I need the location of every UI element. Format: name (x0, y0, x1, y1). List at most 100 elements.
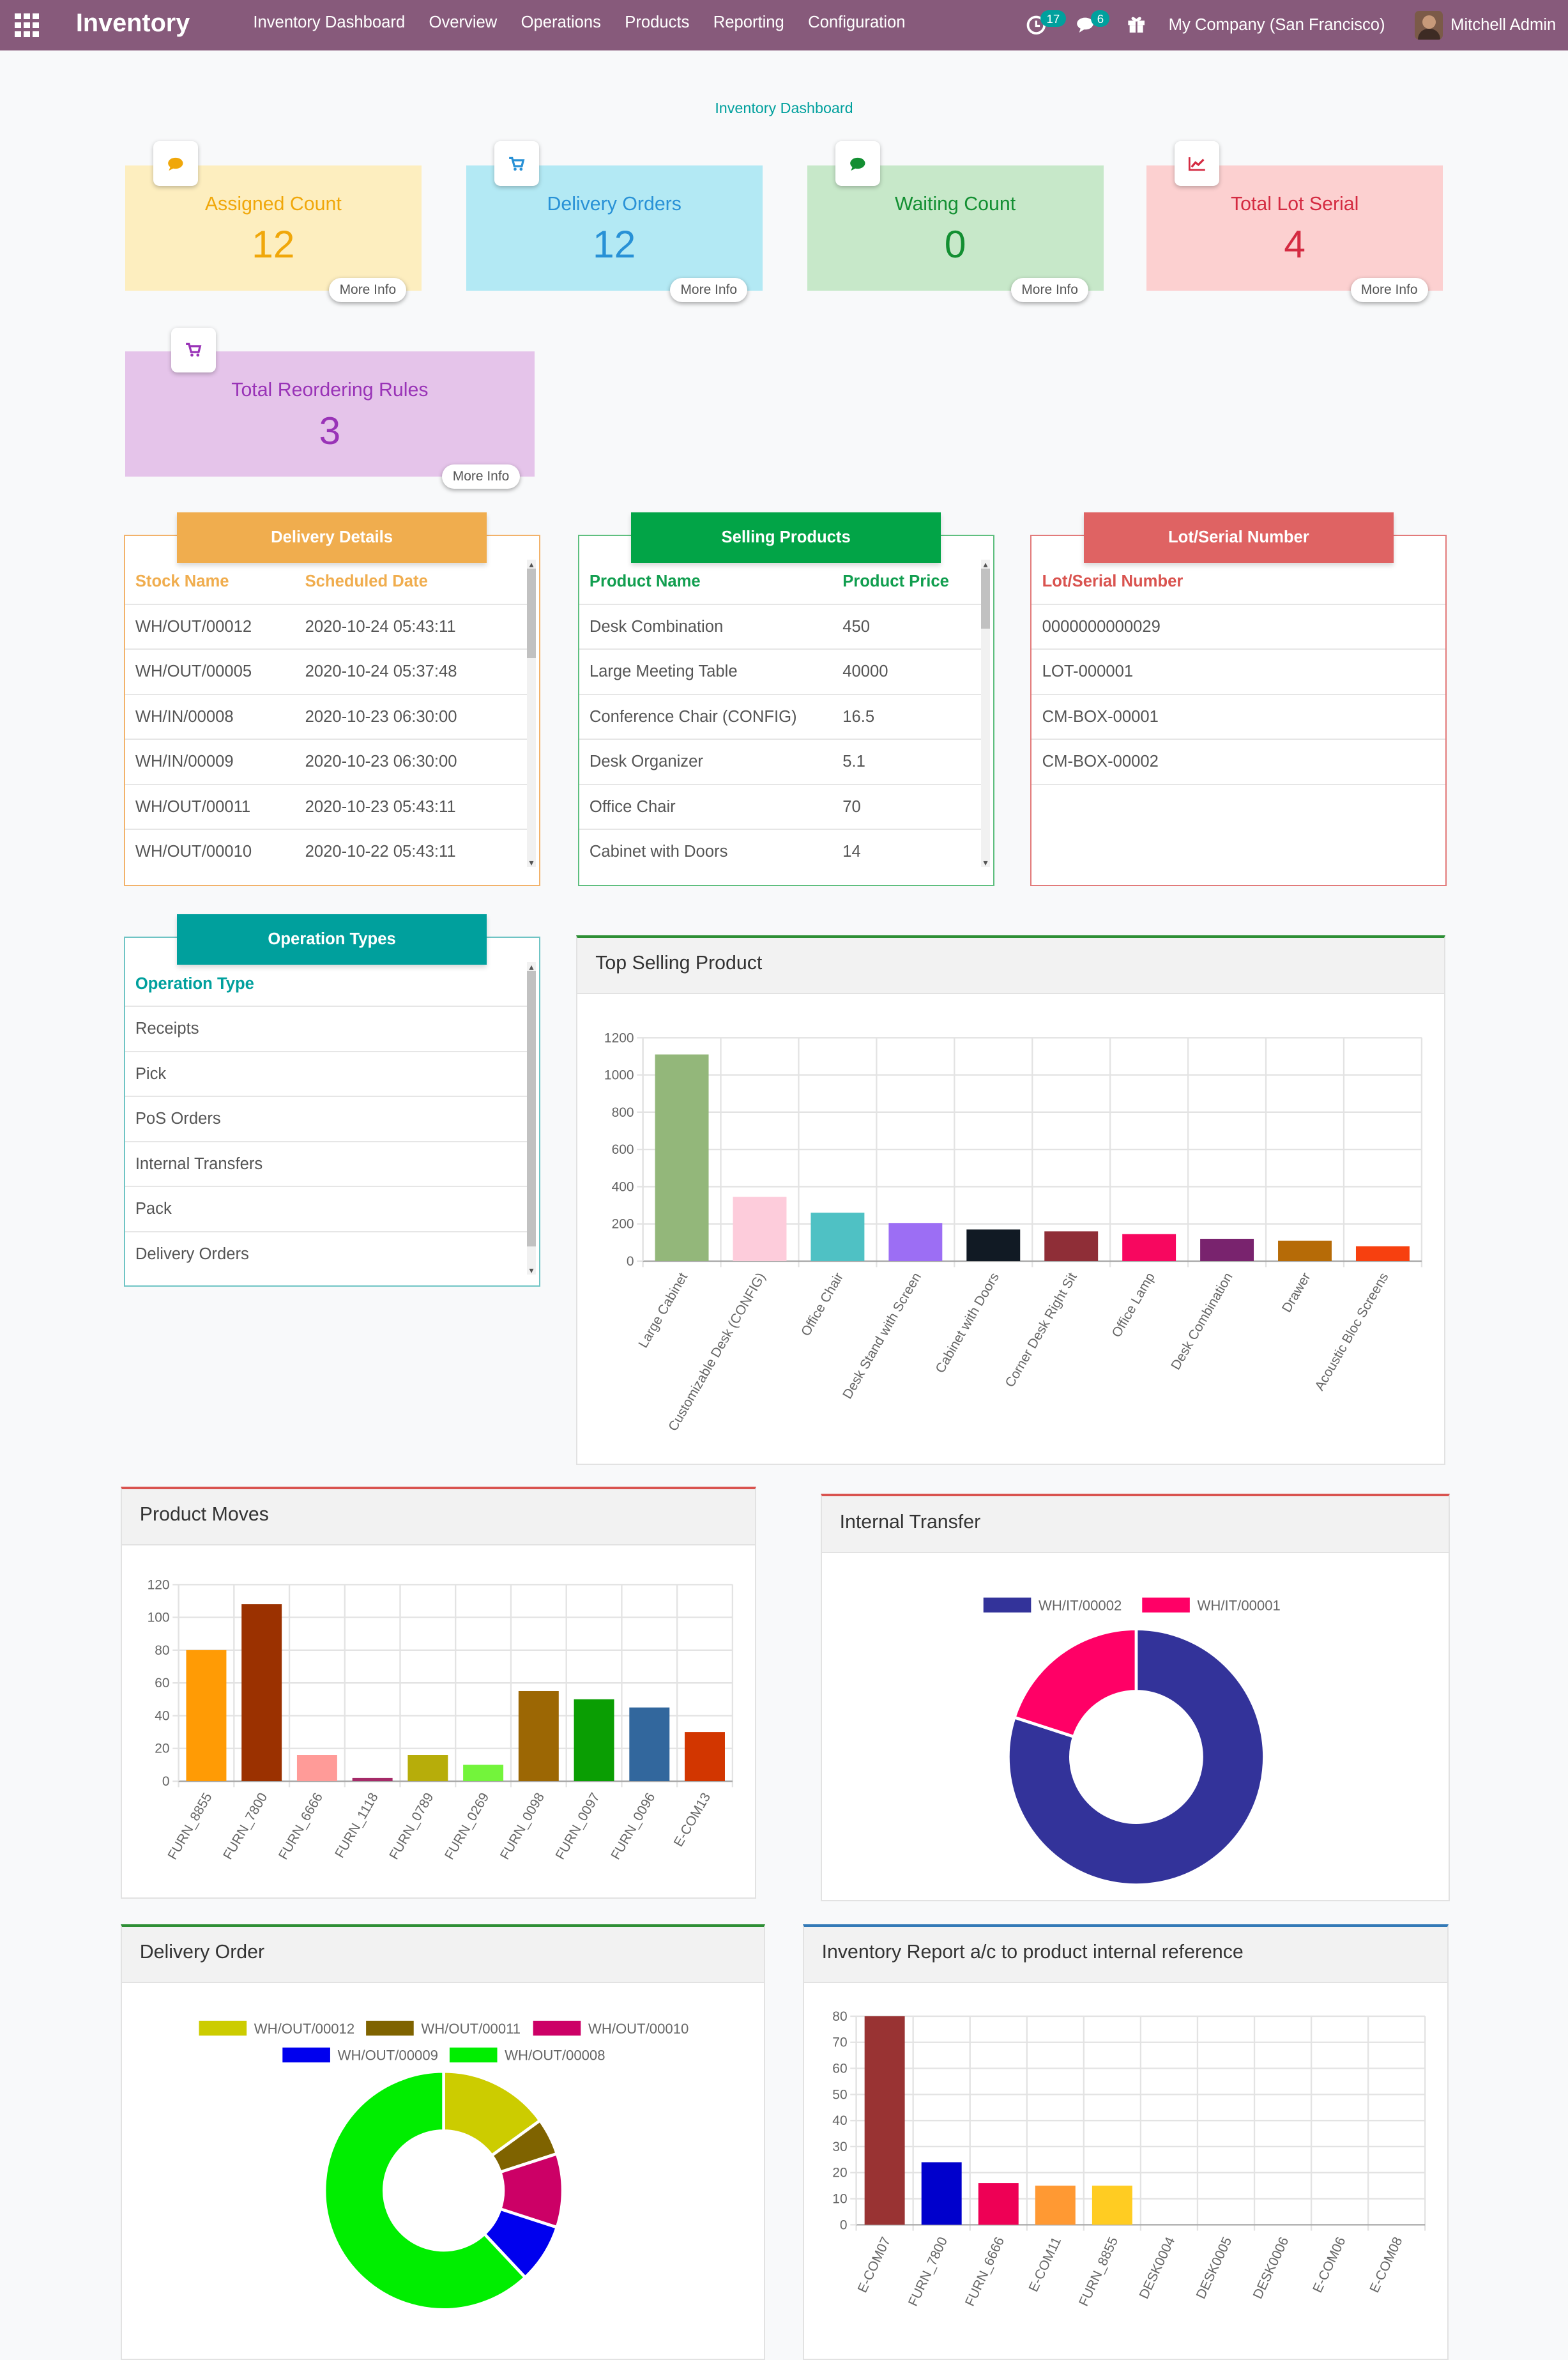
bar (407, 1754, 448, 1781)
scroll-up-arrow[interactable]: ▴ (529, 559, 534, 570)
more-info-button[interactable]: More Info (329, 278, 407, 303)
legend-label: WH/OUT/00012 (254, 2021, 354, 2037)
table-row[interactable]: Large Meeting Table 40000 (579, 650, 982, 695)
menu-operations[interactable]: Operations (521, 13, 601, 31)
column-header-product-name: Product Name (589, 572, 701, 591)
scroll-thumb[interactable] (981, 569, 991, 629)
column-header-operation-type: Operation Type (135, 974, 254, 993)
bar (629, 1707, 670, 1781)
table-row[interactable]: Cabinet with Doors 14 (579, 830, 981, 874)
y-tick-label: 800 (612, 1105, 634, 1120)
x-tick-label: E-COM08 (1367, 2235, 1405, 2295)
menu-products[interactable]: Products (625, 13, 690, 31)
product-name-cell: Office Chair (589, 797, 676, 816)
selling-products-table: Product Name Product Price Desk Combinat… (579, 560, 982, 874)
x-tick-label: Office Lamp (1109, 1270, 1158, 1340)
y-tick-label: 40 (155, 1708, 169, 1723)
table-row[interactable]: CM-BOX-00002 (1031, 740, 1446, 785)
legend-label: WH/IT/00001 (1197, 1598, 1280, 1614)
company-switcher[interactable]: My Company (San Francisco) (1168, 16, 1385, 34)
table-row[interactable]: WH/OUT/00010 2020-10-22 05:43:11 (125, 830, 527, 874)
y-tick-label: 40 (832, 2113, 847, 2128)
activities-button[interactable]: 17 (1026, 10, 1066, 37)
y-tick-label: 1000 (604, 1068, 634, 1083)
x-tick-label: FURN_6666 (963, 2235, 1007, 2308)
table-row[interactable]: Pack (125, 1187, 527, 1232)
x-tick-label: FURN_0269 (442, 1790, 492, 1862)
table-row[interactable]: WH/IN/00008 2020-10-23 06:30:00 (125, 695, 527, 740)
scroll-down-arrow[interactable]: ▾ (983, 857, 988, 868)
more-info-button[interactable]: More Info (670, 278, 748, 303)
product-price-cell: 14 (842, 843, 861, 861)
scroll-down-arrow[interactable]: ▾ (529, 1265, 534, 1276)
table-row[interactable]: CM-BOX-00001 (1031, 695, 1446, 740)
table-row[interactable]: WH/OUT/00012 2020-10-24 05:43:11 (125, 605, 527, 650)
stock-name-cell: WH/IN/00008 (135, 707, 234, 726)
y-tick-label: 0 (840, 2218, 848, 2232)
table-row[interactable]: Desk Organizer 5.1 (579, 740, 982, 785)
menu-inventory-dashboard[interactable]: Inventory Dashboard (253, 13, 406, 31)
table-row[interactable]: Delivery Orders (125, 1232, 527, 1276)
stock-name-cell: WH/OUT/00010 (135, 843, 252, 861)
user-avatar[interactable] (1415, 11, 1443, 40)
table-row[interactable]: LOT-000001 (1031, 650, 1446, 695)
messages-button[interactable]: 6 (1076, 10, 1110, 37)
table-row[interactable]: Desk Combination 450 (579, 605, 982, 650)
table-row[interactable]: WH/OUT/00005 2020-10-24 05:37:48 (125, 650, 527, 695)
column-header-lot-serial: Lot/Serial Number (1042, 572, 1184, 591)
table-header-row: Operation Type (125, 962, 527, 1008)
table-row[interactable]: Pick (125, 1052, 527, 1098)
menu-overview[interactable]: Overview (429, 13, 498, 31)
table-row[interactable]: Internal Transfers (125, 1142, 527, 1188)
x-tick-label: Large Cabinet (636, 1270, 691, 1351)
scroll-up-arrow[interactable]: ▴ (983, 559, 988, 570)
operation-type-cell: Pack (135, 1200, 172, 1218)
scroll-thumb[interactable] (526, 569, 536, 659)
delivery-order-doughnut-chart: WH/OUT/00012 WH/OUT/00011 WH/OUT/00010 WH/O… (199, 2021, 689, 2311)
product-name-cell: Large Meeting Table (589, 663, 738, 681)
product-name-cell: Desk Combination (589, 617, 724, 636)
panel-title: Top Selling Product (595, 953, 763, 974)
panel-header: Top Selling Product (577, 938, 1445, 995)
menu-reporting[interactable]: Reporting (713, 13, 784, 31)
y-tick-label: 60 (155, 1676, 169, 1690)
table-row[interactable]: 0000000000029 (1031, 605, 1446, 650)
table-row[interactable]: Conference Chair (CONFIG) 16.5 (579, 695, 982, 740)
vertical-scrollbar[interactable]: ▴ ▾ (526, 559, 536, 868)
user-menu[interactable]: Mitchell Admin (1450, 16, 1557, 34)
panel-header: Delivery Order (121, 1927, 764, 1984)
table-header-row: Stock Name Scheduled Date (125, 560, 527, 605)
legend-swatch (1141, 1597, 1190, 1613)
table-row[interactable]: WH/IN/00009 2020-10-23 06:30:00 (125, 740, 527, 785)
more-info-button[interactable]: More Info (1350, 278, 1428, 303)
menu-configuration[interactable]: Configuration (808, 13, 906, 31)
y-tick-label: 60 (832, 2062, 847, 2076)
x-tick-label: Desk Stand with Screen (840, 1270, 924, 1401)
internal-transfer-panel: Internal Transfer WH/IT/00002 WH/IT/00001 (820, 1494, 1450, 1902)
scroll-thumb[interactable] (526, 970, 536, 1247)
column-header-stock-name: Stock Name (135, 572, 229, 591)
scroll-down-arrow[interactable]: ▾ (529, 857, 534, 868)
x-tick-label: Office Chair (798, 1270, 846, 1338)
x-tick-label: Corner Desk Right Sit (1003, 1270, 1080, 1390)
gift-button[interactable] (1127, 13, 1150, 37)
product-price-cell: 70 (842, 797, 861, 816)
stock-name-cell: WH/OUT/00011 (135, 797, 251, 816)
y-tick-label: 20 (832, 2166, 847, 2180)
panel-title: Product Moves (139, 1504, 269, 1526)
vertical-scrollbar[interactable]: ▴ ▾ (981, 559, 991, 868)
operation-type-cell: Pick (135, 1064, 167, 1083)
apps-menu-icon[interactable] (15, 13, 39, 38)
doughnut-slice (1006, 1627, 1266, 1887)
stat-card-total-reordering-rules: Total Reordering Rules 3 More Info (125, 327, 535, 489)
table-row[interactable]: Receipts (125, 1007, 527, 1052)
app-brand[interactable]: Inventory (75, 8, 190, 37)
scroll-up-arrow[interactable]: ▴ (529, 961, 534, 972)
table-row[interactable]: Office Chair 70 (579, 785, 982, 831)
more-info-button[interactable]: More Info (1011, 278, 1089, 303)
vertical-scrollbar[interactable]: ▴ ▾ (526, 961, 536, 1276)
table-row[interactable]: PoS Orders (125, 1097, 527, 1142)
more-info-button[interactable]: More Info (442, 464, 520, 489)
column-header-product-price: Product Price (842, 572, 949, 591)
table-row[interactable]: WH/OUT/00011 2020-10-23 05:43:11 (125, 785, 527, 831)
